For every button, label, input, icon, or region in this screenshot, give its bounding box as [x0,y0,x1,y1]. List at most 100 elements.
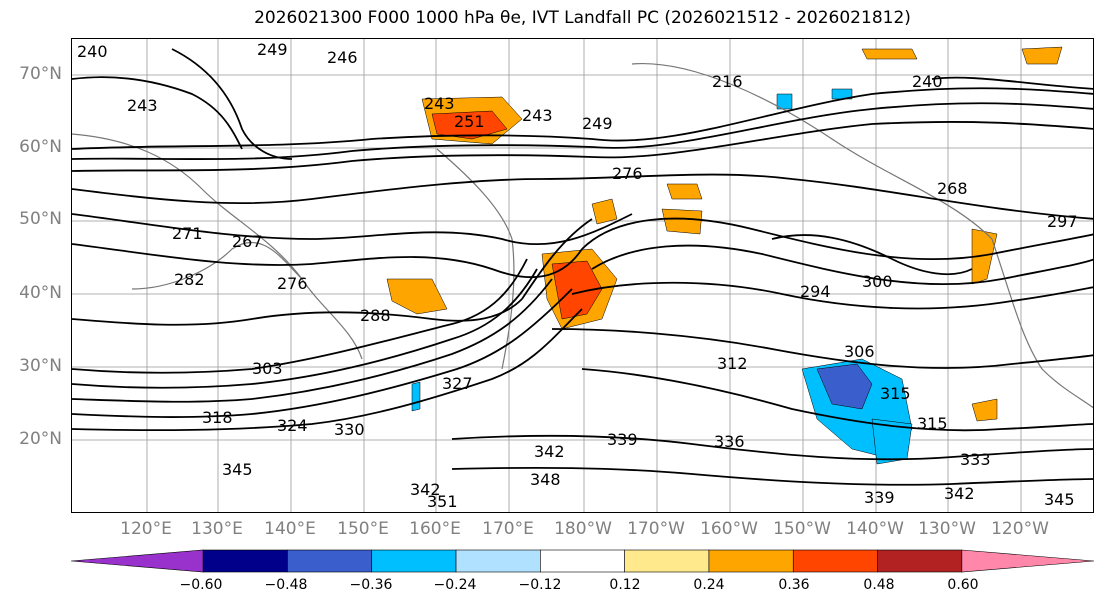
contour-labels: 240 249 246 243 216 240 243 251 243 249 … [77,40,1078,511]
contour-line [72,308,583,432]
colorbar-tick: 0.60 [947,577,979,593]
shade-blue-patch [831,88,853,100]
coastlines [72,62,1093,409]
colorbar-extend-min [70,549,204,573]
contour-label: 240 [77,42,108,61]
contour-line [521,218,593,300]
contour-label: 243 [424,94,455,113]
contour-label: 243 [127,96,158,115]
contour-label: 315 [917,414,948,433]
colorbar-segment [202,549,288,573]
contour-line [581,217,1093,261]
lon-label: 120°E [120,519,172,539]
contour-line [72,268,538,389]
shade-orange-patch [661,208,703,235]
contour-label: 249 [257,40,288,59]
map-panel[interactable]: 240 249 246 243 216 240 243 251 243 249 … [71,38,1094,513]
contour-label: 243 [522,106,553,125]
coastline [72,133,363,360]
contour-label: 333 [960,450,991,469]
lon-label: 170°E [482,519,534,539]
contour-label: 288 [360,306,391,325]
contour-line [72,278,553,403]
lon-label: 130°E [191,519,243,539]
contour-label: 351 [427,492,458,511]
shade-orange-patch [861,48,918,60]
shade-darkblue-patch [816,363,873,410]
shade-orange-patch [1021,46,1063,65]
contour-label: 300 [862,272,893,291]
contour-label: 276 [612,164,643,183]
lat-label-30n: 30°N [19,356,62,376]
shade-orange-patch [971,228,998,285]
colorbar-tick: 0.36 [778,577,810,593]
coastline [631,62,993,240]
shade-orange-patch [386,278,448,315]
contour-line [581,368,1093,432]
lon-label: 140°W [846,519,904,539]
colorbar [70,549,1095,573]
shade-blue-patch [776,93,793,110]
contour-line [72,173,1093,220]
contour-label: 246 [327,48,358,67]
shade-red-patch [431,110,508,140]
contour-label: 324 [277,416,308,435]
colorbar-segment [287,549,373,573]
contour-line [571,281,1093,310]
contour-line [551,328,1093,369]
ivt-shading [386,46,1063,465]
contour-label: 339 [864,488,895,507]
shade-orange-patch [591,198,618,225]
colorbar-tick: −0.48 [264,577,308,593]
contour-label: 315 [880,384,911,403]
colorbar-segment [455,549,541,573]
map-canvas: 240 249 246 243 216 240 243 251 243 249 … [72,39,1093,512]
lon-label: 180°W [554,519,612,539]
contour-label: 336 [714,432,745,451]
colorbar-segment [371,549,457,573]
contour-label: 282 [174,270,205,289]
colorbar-tick: −0.60 [179,577,223,593]
contour-label: 267 [232,232,263,251]
contour-label: 240 [912,72,943,91]
contour-label: 276 [277,274,308,293]
colorbar-segment [708,549,794,573]
lon-label: 140°E [264,519,316,539]
shade-blue-patch [411,381,421,412]
lon-label: 120°W [991,519,1049,539]
contour-label: 303 [252,359,283,378]
contour-line [72,121,1093,172]
lat-label-40n: 40°N [19,283,62,303]
contour-line [72,213,633,246]
contour-line [771,234,973,276]
contour-label: 345 [222,460,253,479]
contour-line [72,76,243,150]
lon-label: 160°E [409,519,461,539]
contour-label: 294 [800,282,831,301]
lon-label: 150°E [337,519,389,539]
colorbar-tick: 0.12 [609,577,641,593]
lon-label: 150°W [773,519,831,539]
contour-line [72,87,1093,150]
contour-line [72,288,573,418]
contour-label: 318 [202,408,233,427]
colorbar-tick: 0.48 [863,577,895,593]
contour-label: 297 [1047,212,1078,231]
lat-label-70n: 70°N [19,64,62,84]
lon-label: 130°W [918,519,976,539]
lat-label-20n: 20°N [19,429,62,449]
lat-label-60n: 60°N [19,137,62,157]
contour-line [931,76,1093,90]
colorbar-segment [624,549,710,573]
colorbar-tick: 0.24 [693,577,725,593]
contour-label: 249 [582,114,613,133]
contour-line [451,466,1093,486]
contour-label: 306 [844,342,875,361]
theta-e-contours [72,48,1093,486]
contour-label: 268 [937,179,968,198]
lon-label: 170°W [627,519,685,539]
shade-orange-patch [666,183,703,200]
contour-label: 348 [530,470,561,489]
contour-label: 271 [172,224,203,243]
contour-label: 327 [442,374,473,393]
